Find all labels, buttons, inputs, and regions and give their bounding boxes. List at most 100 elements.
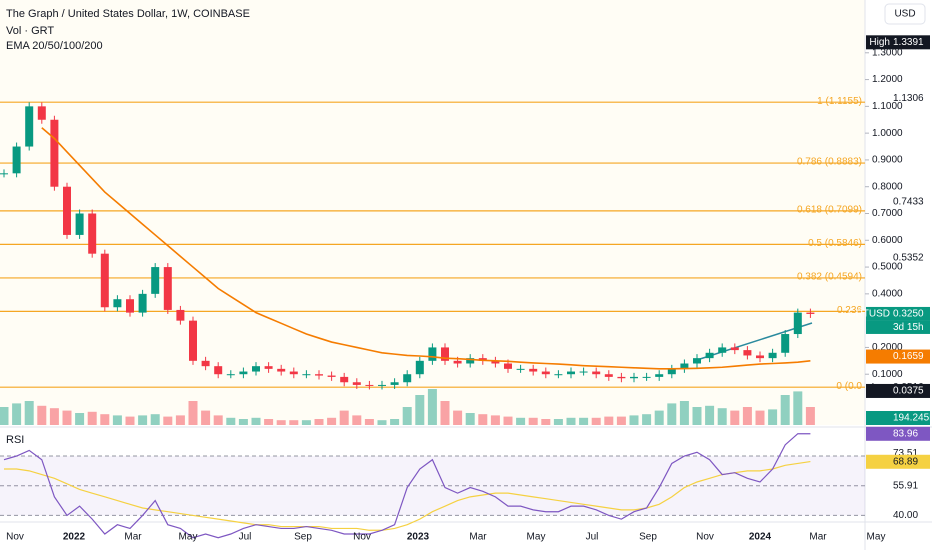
candle-body [214,366,223,375]
candle-body [441,347,449,361]
candle-body [63,186,71,235]
time-label: 2023 [407,532,430,543]
candle-body [239,371,248,375]
volume-bar [276,420,286,425]
rsi-label: RSI [6,434,24,446]
candle-body [302,374,311,376]
candle-body [478,358,487,361]
candle-body [718,347,727,353]
rsi-line [3,433,811,539]
candle-body [340,376,349,383]
volume-bar [528,417,538,425]
fib-label: 0 (0.0 [836,381,862,392]
candle-body [756,355,764,359]
y-tick-label: 1.1000 [872,101,903,112]
axis-badge [866,349,930,364]
candle-body [138,293,147,313]
candle-body [201,360,210,367]
y-tick-label: 0.1000 [872,369,903,380]
ema-line [41,127,811,370]
candle-body [113,299,122,308]
volume-bar [213,415,223,425]
volume-bar [150,414,160,425]
volume-bar [62,410,72,425]
y-tick-label: 0.7000 [872,208,903,219]
candle-body [768,352,777,359]
volume-bar [12,403,22,425]
volume-bar [742,407,752,425]
candle-body [277,368,286,372]
volume-bar [327,417,337,425]
axis-badge [866,383,930,398]
volume-badge [866,411,930,425]
candle-body [176,309,185,321]
axis-badge-label: 40.00 [893,510,918,521]
candle-body [252,366,260,372]
volume-bar [226,417,236,425]
candle-body [579,371,588,373]
volume-bar [465,413,475,425]
time-label: Mar [469,532,487,543]
y-tick-label: 0.4000 [872,288,903,299]
fib-label: 0.236 [837,305,862,316]
currency[interactable]: USD [894,9,915,20]
axis-badge [866,306,930,321]
candle-body [163,267,172,310]
time-label: 2024 [749,532,772,543]
candle-body [415,360,424,375]
candle-body [604,374,613,377]
axis-badge-label: 0.5352 [893,252,924,263]
volume-bar [201,410,211,425]
candle-body [781,334,790,353]
candle-body [37,106,46,120]
y-tick-label: 0.8000 [872,181,903,192]
candle-body [680,363,689,369]
candle-body [50,119,59,187]
candle-body [730,347,739,351]
sub-box [866,320,930,334]
fib-label: 1 (1.1155) [817,96,862,107]
candle-body [264,366,273,369]
candle-body [806,312,815,314]
volume-bar [503,416,513,425]
badge-tag: GRTUSD [848,309,890,320]
y-tick-label: 1.0000 [872,128,903,139]
volume-bar [163,416,173,425]
volume-bar [87,411,97,425]
volume-bar [604,416,614,425]
volume-bar [251,417,261,425]
volume-bar [705,405,715,425]
candle-body [0,173,8,175]
candle-body [189,320,197,361]
volume-bar [314,419,324,425]
badge-tag: High [869,37,890,48]
time-label: Sep [294,532,312,543]
volume-bar [490,415,500,425]
volume-bar [591,417,601,425]
volume-bar [390,419,400,425]
y-tick-label: 0.6000 [872,235,903,246]
volume-bar [37,405,47,425]
time-label: Nov [353,532,371,543]
volume-bar [188,401,198,425]
volume-bar [427,389,437,425]
candle-body [126,299,134,313]
y-tick-label: 1.3000 [872,47,903,58]
ema-label: EMA 20/50/100/200 [6,40,103,52]
fib-label: 0.382 (0.4594) [797,272,862,283]
volume-bar [352,415,362,425]
volume-bar [717,408,727,425]
time-label: Jul [586,532,599,543]
volume-bar [579,417,589,425]
axis-badge-label: 1.3391 [893,37,924,48]
candle-body [315,374,323,376]
candle-body [743,350,752,356]
candle-body [705,352,714,359]
currency-button[interactable] [884,3,926,25]
vol-label: Vol · GRT [6,25,54,37]
axis-badge-label: 0.1659 [893,351,924,362]
volume-bar [402,407,412,425]
volume-bar [755,410,765,425]
candle-body [352,382,361,385]
